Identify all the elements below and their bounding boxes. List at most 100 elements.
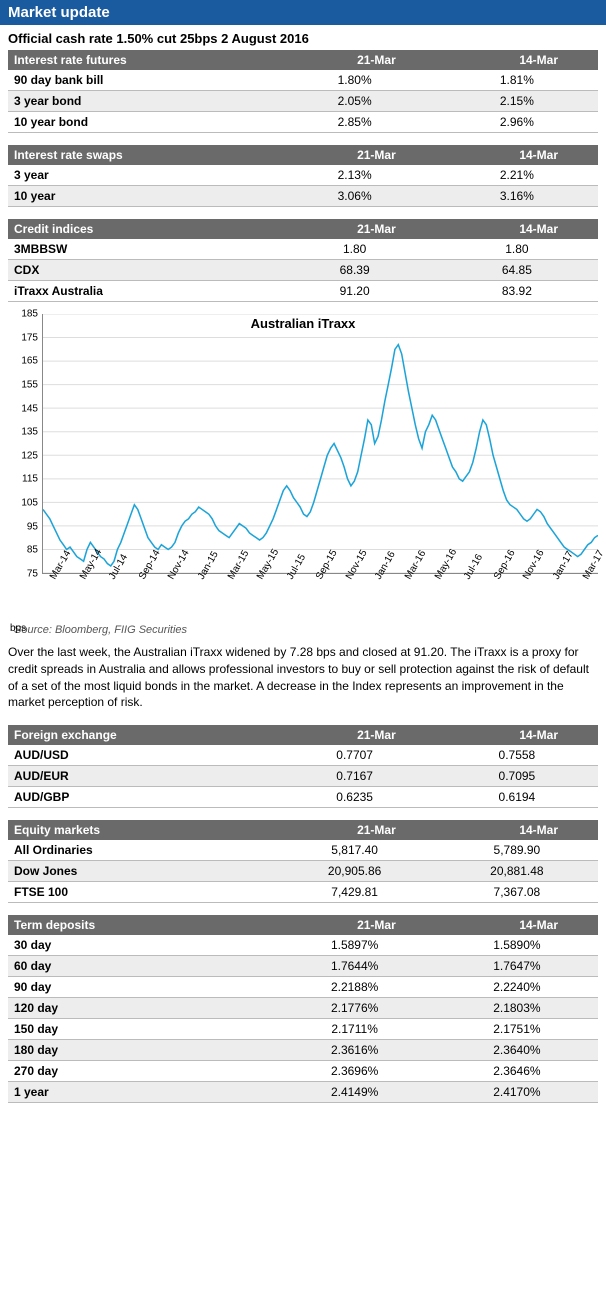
table-row: All Ordinaries5,817.405,789.90 [8, 840, 598, 861]
table-heading: Term deposits [8, 915, 274, 935]
row-label: 10 year [8, 186, 274, 207]
cell-value: 68.39 [274, 260, 436, 281]
cell-value: 2.85% [274, 112, 436, 133]
row-label: 10 year bond [8, 112, 274, 133]
cell-value: 2.13% [274, 165, 436, 186]
table-row: 3 year2.13%2.21% [8, 165, 598, 186]
cell-value: 2.3696% [274, 1061, 436, 1082]
cell-value: 2.05% [274, 91, 436, 112]
row-label: 3 year [8, 165, 274, 186]
cell-value: 0.7707 [274, 745, 436, 766]
row-label: 180 day [8, 1040, 274, 1061]
cell-value: 2.21% [436, 165, 598, 186]
row-label: 270 day [8, 1061, 274, 1082]
cell-value: 2.3640% [436, 1040, 598, 1061]
column-header: 14-Mar [436, 145, 598, 165]
cell-value: 1.80 [436, 239, 598, 260]
row-label: 1 year [8, 1082, 274, 1103]
table-row: 150 day2.1711%2.1751% [8, 1019, 598, 1040]
table-row: 90 day2.2188%2.2240% [8, 977, 598, 998]
row-label: FTSE 100 [8, 882, 274, 903]
y-tick-label: 165 [21, 356, 38, 367]
row-label: 150 day [8, 1019, 274, 1040]
row-label: AUD/USD [8, 745, 274, 766]
cell-value: 2.1803% [436, 998, 598, 1019]
cell-value: 20,881.48 [436, 861, 598, 882]
cell-value: 2.1711% [274, 1019, 436, 1040]
cash-rate-subheader: Official cash rate 1.50% cut 25bps 2 Aug… [0, 25, 606, 50]
y-tick-label: 115 [22, 474, 38, 485]
row-label: 30 day [8, 935, 274, 956]
itraxx-chart: Australian iTraxx 7585951051151251351451… [8, 314, 598, 618]
column-header: 14-Mar [436, 219, 598, 239]
table-row: 1 year2.4149%2.4170% [8, 1082, 598, 1103]
column-header: 21-Mar [274, 820, 436, 840]
table-row: 10 year bond2.85%2.96% [8, 112, 598, 133]
cell-value: 7,367.08 [436, 882, 598, 903]
table-row: 3MBBSW1.801.80 [8, 239, 598, 260]
cell-value: 5,817.40 [274, 840, 436, 861]
column-header: 21-Mar [274, 219, 436, 239]
y-tick-label: 185 [21, 309, 38, 320]
table-row: 270 day2.3696%2.3646% [8, 1061, 598, 1082]
cell-value: 2.15% [436, 91, 598, 112]
cell-value: 83.92 [436, 281, 598, 302]
data-table: Interest rate swaps21-Mar14-Mar3 year2.1… [8, 145, 598, 207]
table-row: CDX68.3964.85 [8, 260, 598, 281]
table-row: 90 day bank bill1.80%1.81% [8, 70, 598, 91]
cell-value: 0.7167 [274, 766, 436, 787]
table-row: 3 year bond2.05%2.15% [8, 91, 598, 112]
row-label: 3 year bond [8, 91, 274, 112]
chart-unit-label: bps [10, 623, 26, 634]
cell-value: 20,905.86 [274, 861, 436, 882]
cell-value: 1.5890% [436, 935, 598, 956]
cell-value: 2.2240% [436, 977, 598, 998]
column-header: 14-Mar [436, 820, 598, 840]
column-header: 21-Mar [274, 725, 436, 745]
chart-y-axis: 758595105115125135145155165175185 [8, 314, 40, 574]
table-heading: Foreign exchange [8, 725, 274, 745]
cell-value: 1.7644% [274, 956, 436, 977]
y-tick-label: 85 [27, 545, 38, 556]
chart-x-axis: Mar-14May-14Jul-14Sep-14Nov-14Jan-15Mar-… [42, 574, 598, 618]
y-tick-label: 125 [21, 450, 38, 461]
cell-value: 2.4170% [436, 1082, 598, 1103]
page-title-bar: Market update [0, 0, 606, 25]
table-row: FTSE 1007,429.817,367.08 [8, 882, 598, 903]
column-header: 21-Mar [274, 915, 436, 935]
cell-value: 2.3616% [274, 1040, 436, 1061]
chart-plot-area [42, 314, 598, 574]
page-title: Market update [8, 4, 110, 21]
column-header: 14-Mar [436, 725, 598, 745]
y-tick-label: 105 [21, 498, 38, 509]
table-row: 120 day2.1776%2.1803% [8, 998, 598, 1019]
column-header: 21-Mar [274, 50, 436, 70]
column-header: 21-Mar [274, 145, 436, 165]
row-label: 90 day bank bill [8, 70, 274, 91]
chart-source: Source: Bloomberg, FIIG Securities [14, 624, 598, 636]
cell-value: 3.16% [436, 186, 598, 207]
cell-value: 0.6235 [274, 787, 436, 808]
cell-value: 1.80 [274, 239, 436, 260]
cell-value: 5,789.90 [436, 840, 598, 861]
table-row: 180 day2.3616%2.3640% [8, 1040, 598, 1061]
table-heading: Equity markets [8, 820, 274, 840]
cell-value: 3.06% [274, 186, 436, 207]
table-heading: Credit indices [8, 219, 274, 239]
data-table: Equity markets21-Mar14-MarAll Ordinaries… [8, 820, 598, 903]
cell-value: 2.4149% [274, 1082, 436, 1103]
table-row: 10 year3.06%3.16% [8, 186, 598, 207]
cell-value: 0.7095 [436, 766, 598, 787]
table-row: AUD/EUR0.71670.7095 [8, 766, 598, 787]
cell-value: 1.7647% [436, 956, 598, 977]
y-tick-label: 175 [21, 332, 38, 343]
row-label: 3MBBSW [8, 239, 274, 260]
cell-value: 7,429.81 [274, 882, 436, 903]
cell-value: 2.3646% [436, 1061, 598, 1082]
row-label: AUD/GBP [8, 787, 274, 808]
cell-value: 64.85 [436, 260, 598, 281]
row-label: Dow Jones [8, 861, 274, 882]
data-table: Credit indices21-Mar14-Mar3MBBSW1.801.80… [8, 219, 598, 302]
cell-value: 0.6194 [436, 787, 598, 808]
column-header: 14-Mar [436, 50, 598, 70]
